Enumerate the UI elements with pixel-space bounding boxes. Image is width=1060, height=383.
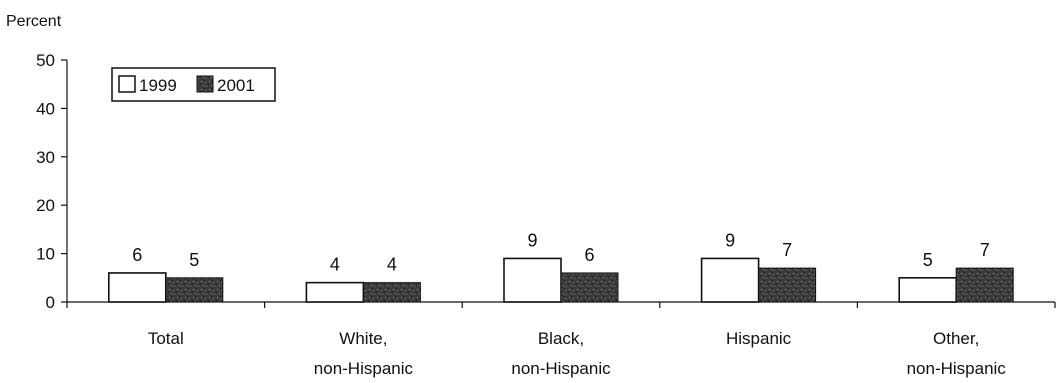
y-axis: 0 10 20 30 40 50 xyxy=(36,51,68,312)
data-label-1999-0: 6 xyxy=(132,245,142,265)
category-label: non-Hispanic xyxy=(314,359,414,378)
category-label: White, xyxy=(339,329,387,348)
y-tick-label: 20 xyxy=(36,196,55,215)
y-tick-label: 40 xyxy=(36,99,55,118)
bar-1999-1 xyxy=(305,281,365,303)
bar-1999-3 xyxy=(700,257,760,303)
bars xyxy=(108,257,1014,303)
data-labels: 6 5 4 4 9 6 9 7 5 7 xyxy=(132,230,989,274)
bar-1999-2 xyxy=(503,257,562,303)
category-label: Black, xyxy=(538,329,584,348)
legend-label-2001: 2001 xyxy=(217,76,255,95)
y-tick-label: 50 xyxy=(36,51,55,70)
data-label-1999-4: 5 xyxy=(923,250,933,270)
bar-2001-3 xyxy=(758,267,817,303)
category-label: non-Hispanic xyxy=(511,359,611,378)
category-label: Other, xyxy=(933,329,979,348)
legend: 1999 2001 xyxy=(111,67,276,102)
data-label-2001-1: 4 xyxy=(387,255,397,275)
legend-swatch-1999 xyxy=(118,75,136,93)
data-label-2001-4: 7 xyxy=(980,240,990,260)
y-tick-label: 10 xyxy=(36,245,55,264)
data-label-1999-1: 4 xyxy=(330,255,340,275)
bar-2001-2 xyxy=(560,272,619,303)
category-label: Hispanic xyxy=(726,329,792,348)
bar-1999-4 xyxy=(898,276,958,303)
bar-2001-0 xyxy=(165,277,224,303)
bar-2001-1 xyxy=(362,282,421,303)
legend-swatch-2001 xyxy=(196,75,214,93)
x-axis xyxy=(66,301,1056,308)
legend-box xyxy=(111,67,276,102)
legend-label-1999: 1999 xyxy=(139,76,177,95)
data-label-2001-2: 6 xyxy=(584,245,594,265)
data-label-2001-3: 7 xyxy=(782,240,792,260)
category-labels: Total White, non-Hispanic Black, non-Hispani… xyxy=(148,329,1006,378)
bar-1999-0 xyxy=(108,272,167,303)
y-axis-title: Percent xyxy=(6,13,62,30)
data-label-1999-2: 9 xyxy=(527,230,537,250)
y-tick-label: 30 xyxy=(36,148,55,167)
category-label: Total xyxy=(148,329,184,348)
data-label-2001-0: 5 xyxy=(189,250,199,270)
category-label: non-Hispanic xyxy=(907,359,1007,378)
data-label-1999-3: 9 xyxy=(725,230,735,250)
y-tick-label: 0 xyxy=(46,293,55,312)
bar-2001-4 xyxy=(955,267,1014,303)
